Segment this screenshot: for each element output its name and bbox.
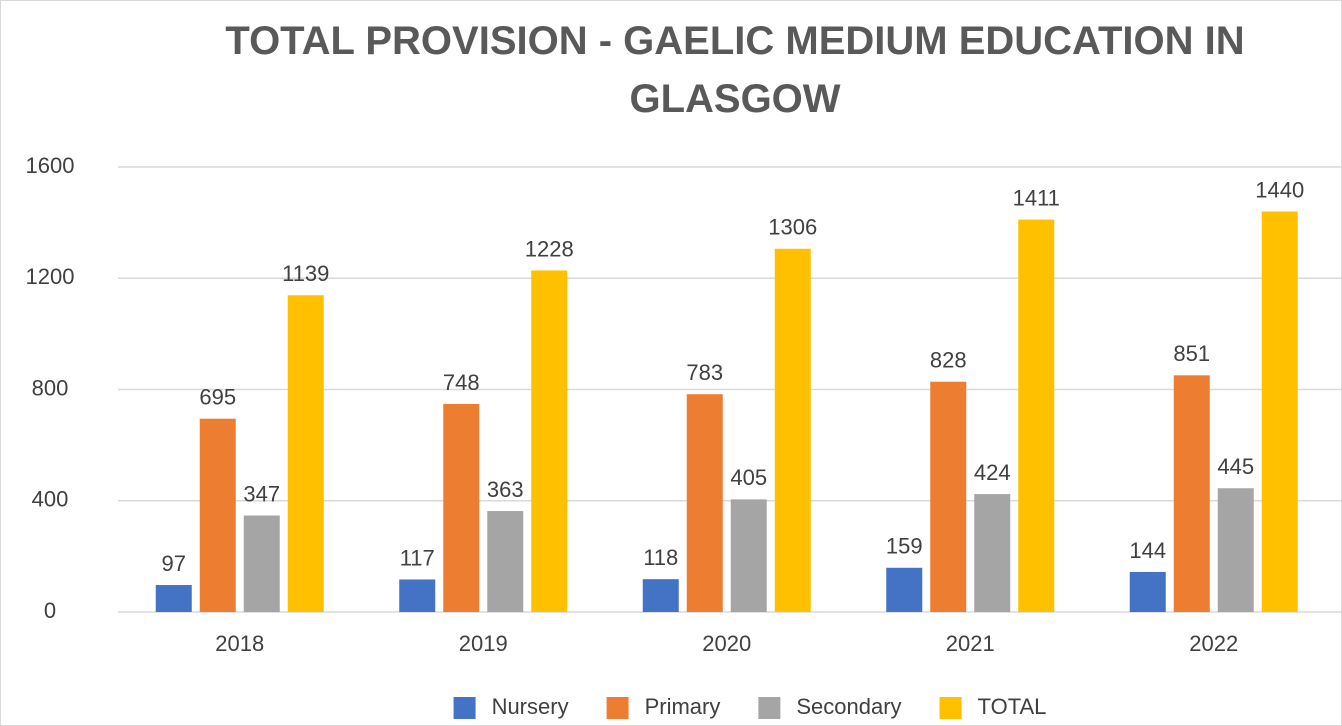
bar (1173, 375, 1210, 612)
chart-title: TOTAL PROVISION - GAELIC MEDIUM EDUCATIO… (225, 19, 1245, 121)
data-label: 445 (1217, 454, 1254, 479)
data-label: 783 (686, 360, 723, 385)
legend-label: Primary (645, 694, 721, 719)
data-label: 828 (930, 348, 967, 373)
bar (443, 403, 480, 612)
data-label: 1228 (525, 236, 574, 261)
bar (399, 579, 436, 612)
data-label: 851 (1173, 341, 1210, 366)
y-tick-label: 800 (32, 375, 69, 400)
data-label: 363 (487, 477, 524, 502)
data-label: 118 (643, 545, 678, 570)
data-label: 347 (243, 481, 280, 506)
bar (886, 567, 923, 612)
bar (686, 394, 723, 612)
y-tick-label: 400 (32, 487, 69, 512)
data-label: 144 (1129, 538, 1166, 563)
x-tick-label: 2018 (215, 631, 264, 656)
bar (930, 381, 967, 612)
legend-swatch (606, 697, 629, 719)
bar (1018, 219, 1055, 613)
legend-swatch (939, 697, 962, 719)
data-label: 1440 (1255, 177, 1304, 202)
x-tick-label: 2021 (946, 631, 995, 656)
bar (642, 579, 679, 612)
x-tick-label: 2022 (1189, 631, 1238, 656)
legend-label: Secondary (796, 694, 901, 719)
bar (487, 511, 524, 612)
bar (155, 585, 192, 612)
data-label: 695 (199, 385, 236, 410)
data-label: 1139 (282, 261, 329, 286)
data-label: 748 (443, 370, 480, 395)
data-label: 424 (974, 460, 1011, 485)
y-tick-label: 1600 (26, 153, 75, 178)
x-tick-label: 2019 (459, 631, 508, 656)
bar (243, 515, 280, 612)
y-tick-label: 1200 (26, 264, 75, 289)
legend-swatch (758, 697, 781, 719)
bar (730, 499, 767, 612)
data-label: 97 (162, 551, 186, 576)
data-label: 117 (400, 545, 435, 570)
data-label: 1411 (1013, 185, 1060, 210)
legend-label: Nursery (492, 694, 569, 719)
data-label: 159 (886, 534, 923, 559)
legend-label: TOTAL (978, 694, 1047, 719)
bar (1217, 488, 1254, 612)
x-tick-label: 2020 (702, 631, 751, 656)
data-label: 1306 (768, 215, 817, 240)
bar (974, 494, 1011, 612)
bar (774, 248, 811, 613)
bar (199, 418, 236, 612)
y-tick-label: 0 (44, 598, 56, 623)
bar (287, 295, 324, 612)
data-label: 405 (730, 465, 767, 490)
legend-swatch (453, 697, 476, 719)
bar (531, 270, 568, 612)
bar (1261, 211, 1298, 612)
bar (1129, 571, 1166, 612)
